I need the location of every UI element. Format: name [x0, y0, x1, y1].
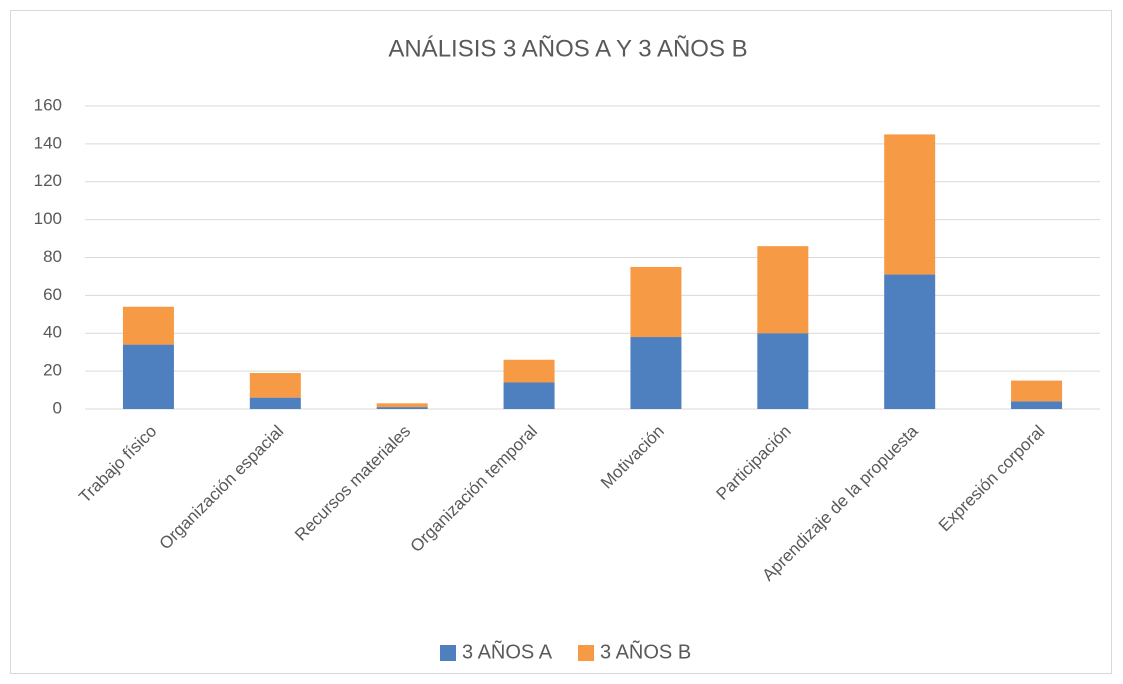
bar	[884, 274, 936, 409]
bar	[249, 397, 301, 409]
y-tick-label: 140	[34, 133, 62, 152]
bar	[376, 407, 428, 409]
y-tick-label: 160	[34, 95, 62, 114]
legend-swatch	[440, 645, 456, 661]
bar	[1011, 401, 1063, 409]
y-tick-label: 40	[43, 323, 62, 342]
bar	[884, 134, 936, 275]
bar	[757, 246, 809, 334]
y-tick-label: 100	[34, 209, 62, 228]
legend-label: 3 AÑOS A	[462, 639, 553, 663]
bar	[1011, 380, 1063, 402]
y-tick-label: 80	[43, 247, 62, 266]
bar	[630, 266, 682, 338]
legend-swatch	[578, 645, 594, 661]
y-tick-label: 20	[43, 361, 62, 380]
y-tick-label: 0	[53, 398, 62, 417]
bar	[249, 373, 301, 398]
bar	[122, 306, 174, 345]
bar	[122, 344, 174, 409]
bar	[630, 337, 682, 409]
bar	[757, 333, 809, 409]
chart-title: ANÁLISIS 3 AÑOS A Y 3 AÑOS B	[388, 35, 747, 62]
bar	[376, 403, 428, 408]
legend-label: 3 AÑOS B	[600, 639, 691, 663]
y-tick-label: 120	[34, 171, 62, 190]
bar	[503, 359, 555, 383]
y-tick-label: 60	[43, 285, 62, 304]
chart-border	[10, 10, 1112, 674]
bar	[503, 382, 555, 409]
